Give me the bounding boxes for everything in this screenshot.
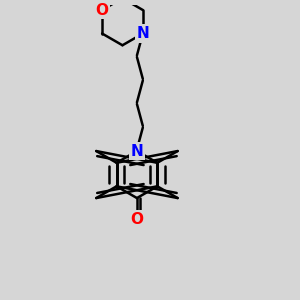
Text: O: O — [96, 2, 109, 17]
Text: O: O — [130, 212, 143, 226]
Text: N: N — [136, 26, 149, 41]
Text: N: N — [130, 143, 143, 158]
